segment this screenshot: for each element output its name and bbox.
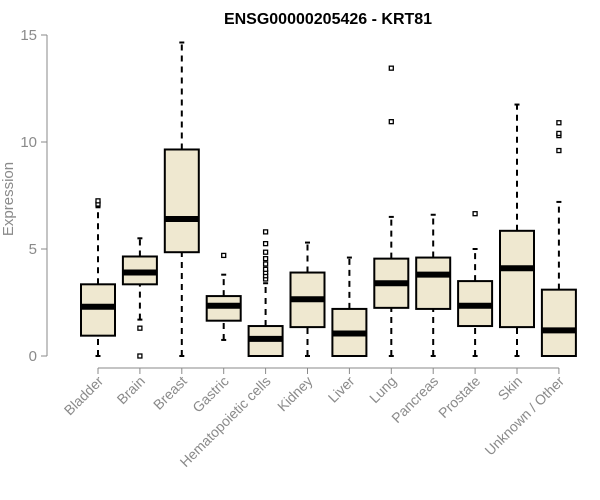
outlier-point <box>262 261 269 267</box>
box-iqr <box>415 256 452 310</box>
outlier-point <box>262 229 269 235</box>
x-tick-label: Liver <box>325 373 358 406</box>
outlier-point <box>472 211 478 217</box>
x-tick-label: Breast <box>150 373 190 413</box>
x-tick-label: Prostate <box>435 373 483 421</box>
box-liver <box>331 256 368 358</box>
x-tick-label: Bladder <box>61 373 107 419</box>
outlier-point <box>388 65 394 71</box>
y-axis-label: Expression <box>0 162 17 236</box>
outlier-point <box>556 120 562 126</box>
box-skin <box>499 103 535 357</box>
x-tick-label: Kidney <box>274 373 316 415</box>
x-tick-label: Unknown / Other <box>481 373 567 459</box>
box-iqr <box>540 288 577 357</box>
box-gastric <box>205 252 242 341</box>
box-prostate <box>457 211 494 357</box>
outlier-point <box>556 130 562 137</box>
y-tick-label: 15 <box>20 27 37 44</box>
outlier-point <box>137 325 143 331</box>
box-iqr <box>80 283 116 337</box>
box-lung <box>373 65 410 357</box>
box-iqr <box>163 148 200 254</box>
outlier-point <box>556 147 562 154</box>
box-plots <box>80 41 577 359</box>
box-breast <box>163 41 200 357</box>
y-tick-label: 10 <box>20 134 37 151</box>
y-axis: 0 5 10 15 <box>20 27 48 365</box>
box-pancreas <box>415 213 452 357</box>
x-tick-label: Skin <box>495 373 526 404</box>
outlier-point <box>95 198 101 204</box>
outlier-point <box>262 255 269 262</box>
box-bladder <box>80 198 116 357</box>
outlier-point <box>262 266 269 272</box>
outlier-point <box>221 252 227 259</box>
outlier-point <box>388 119 394 125</box>
y-tick-label: 5 <box>29 241 37 258</box>
chart-title: ENSG00000205426 - KRT81 <box>224 11 432 28</box>
box-iqr <box>499 229 535 329</box>
x-tick-label: Lung <box>366 373 399 406</box>
outlier-point <box>262 240 269 247</box>
box-brain <box>121 237 158 359</box>
x-tick-label: Pancreas <box>388 373 441 426</box>
box-kidney <box>289 241 326 357</box>
outlier-point <box>262 249 269 255</box>
outlier-point <box>137 353 143 359</box>
y-tick-label: 0 <box>29 348 37 365</box>
x-tick-label: Brain <box>114 373 148 407</box>
box-unknown-other <box>540 120 577 357</box>
box-hematopoietic-cells <box>247 229 284 358</box>
